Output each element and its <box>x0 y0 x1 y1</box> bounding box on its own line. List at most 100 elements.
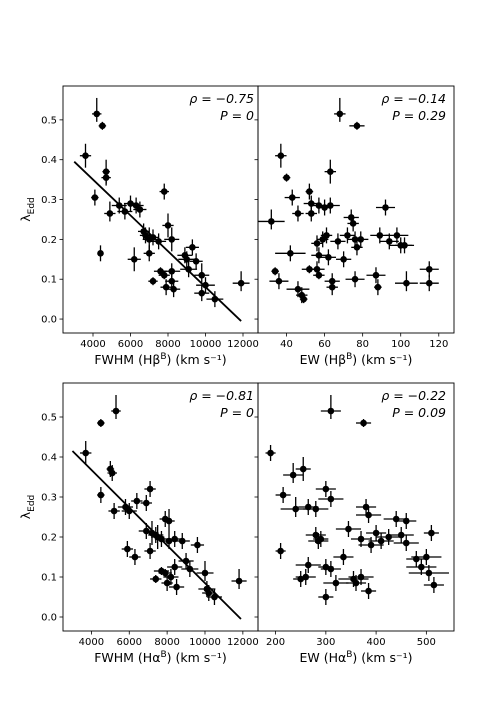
stat-annotation: P = 0 <box>220 108 254 123</box>
data-point <box>333 549 354 565</box>
data-point <box>174 533 190 549</box>
data-point <box>167 559 183 575</box>
data-point <box>320 561 341 577</box>
x-tick-label: 120 <box>429 339 448 350</box>
data-point <box>286 281 310 298</box>
y-tick-label: 0.5 <box>41 413 57 424</box>
data-point <box>311 235 323 252</box>
data-point <box>358 537 384 553</box>
data-point <box>335 521 362 537</box>
axes-frame <box>257 382 455 632</box>
data-point <box>320 395 341 419</box>
data-point <box>275 487 291 503</box>
data-point <box>144 543 156 559</box>
data-point <box>320 197 340 214</box>
data-point <box>305 205 317 222</box>
data-point <box>334 97 346 122</box>
data-point <box>336 251 352 268</box>
x-tick-label: 6000 <box>118 339 143 350</box>
data-point <box>148 277 158 286</box>
data-point <box>121 541 134 557</box>
data-point <box>269 273 289 290</box>
data-point <box>275 543 286 559</box>
data-point <box>419 275 439 292</box>
x-tick-label: 8000 <box>155 339 180 350</box>
panel-bottom-right: 200 300 400 500 EW (HαB) (km s⁻¹) ρ = −0.22 P … <box>254 382 455 665</box>
data-point <box>385 227 409 244</box>
data-point <box>232 271 250 292</box>
data-point <box>140 495 152 511</box>
axes-frame <box>62 85 259 334</box>
data-point <box>324 159 337 184</box>
x-tick-label: 80 <box>356 339 369 350</box>
data-point <box>423 577 444 593</box>
y-tick-label: 0.4 <box>41 155 57 166</box>
data-point <box>147 229 159 246</box>
data-point <box>167 281 181 298</box>
data-point <box>313 531 329 547</box>
data-point <box>271 267 279 276</box>
x-tick-label: 4000 <box>79 637 104 648</box>
data-point <box>419 261 439 278</box>
data-point <box>79 143 92 168</box>
stat-annotation: P = 0.29 <box>392 108 446 123</box>
data-point <box>181 561 199 577</box>
y-tick-label: 0.4 <box>41 453 57 464</box>
data-point <box>295 569 316 585</box>
x-tick-label: 400 <box>367 637 386 648</box>
data-point <box>368 533 394 549</box>
data-point <box>131 493 143 509</box>
data-point <box>161 575 173 591</box>
data-point <box>98 121 107 130</box>
data-point <box>283 463 304 483</box>
data-point <box>388 527 414 543</box>
data-point <box>202 585 216 601</box>
data-point <box>295 457 311 481</box>
x-tick-label: 10000 <box>190 339 222 350</box>
data-point <box>97 419 105 427</box>
axes-frame <box>62 382 259 632</box>
data-point <box>151 233 167 250</box>
data-point <box>347 215 359 232</box>
data-point <box>117 499 134 515</box>
x-tick-label: 40 <box>280 339 293 350</box>
data-point <box>326 279 338 296</box>
stat-annotation: ρ = −0.14 <box>381 91 446 106</box>
panel-top-right: 40 60 80 100 120 EW (HβB) (km s⁻¹) ρ = −0.14 P … <box>254 85 455 367</box>
x-tick-label: 6000 <box>117 637 142 648</box>
data-point <box>361 583 377 599</box>
data-point <box>374 279 382 296</box>
data-point <box>356 419 372 427</box>
y-tick-label: 0.3 <box>41 195 57 206</box>
x-tick-label: 100 <box>391 339 410 350</box>
data-point <box>143 245 155 262</box>
stat-annotation: ρ = −0.81 <box>189 388 254 403</box>
data-point <box>178 251 196 268</box>
data-point <box>231 569 247 589</box>
data-point <box>320 249 337 266</box>
data-point <box>111 395 121 419</box>
x-tick-label: 10000 <box>189 637 221 648</box>
axes-frame <box>257 85 455 334</box>
data-point <box>144 481 156 497</box>
data-point <box>168 531 182 547</box>
panel-top-left: 4000 6000 8000 10000 12000 0.0 0.1 0.2 0.3 0.4 0.5… <box>18 85 259 367</box>
data-point <box>330 233 346 250</box>
stat-annotation: P = 0 <box>220 405 254 420</box>
data-point <box>163 569 179 585</box>
data-point <box>351 239 363 256</box>
data-point <box>159 183 169 200</box>
y-tick-label: 0.1 <box>41 573 57 584</box>
data-point <box>163 509 175 533</box>
data-point <box>133 201 147 218</box>
x-axis-label: EW (HβB) (km s⁻¹) <box>300 352 413 367</box>
data-point <box>356 507 382 523</box>
data-point <box>194 263 210 284</box>
data-point <box>150 575 162 583</box>
y-tick-label: 0.0 <box>41 315 57 326</box>
data-point <box>411 549 442 565</box>
data-point <box>169 579 185 595</box>
data-point <box>275 245 306 262</box>
data-point <box>393 535 419 551</box>
